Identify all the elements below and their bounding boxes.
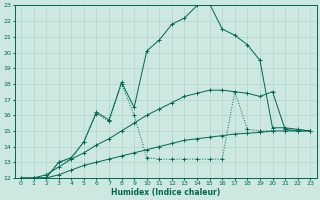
X-axis label: Humidex (Indice chaleur): Humidex (Indice chaleur) <box>111 188 220 197</box>
